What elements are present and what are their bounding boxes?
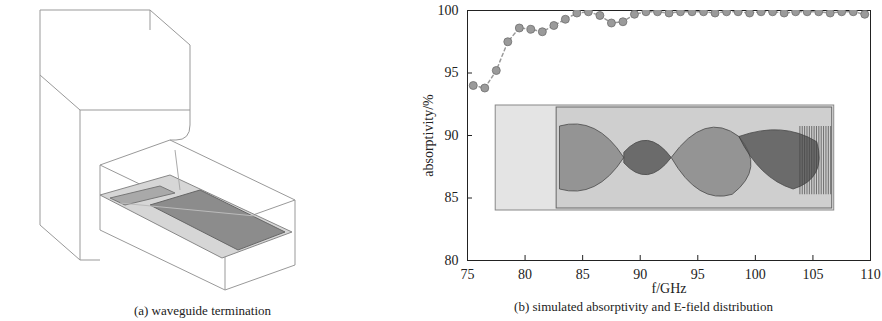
svg-text:80: 80 (518, 267, 532, 282)
svg-text:105: 105 (802, 267, 823, 282)
svg-text:absorptivity/%: absorptivity/% (421, 94, 436, 177)
svg-text:95: 95 (445, 65, 459, 80)
svg-text:95: 95 (691, 267, 705, 282)
svg-text:f/GHz: f/GHz (652, 281, 687, 296)
svg-text:100: 100 (438, 3, 459, 18)
svg-text:100: 100 (745, 267, 766, 282)
svg-text:110: 110 (860, 267, 880, 282)
svg-text:90: 90 (445, 128, 459, 143)
svg-text:85: 85 (576, 267, 590, 282)
svg-text:80: 80 (445, 253, 459, 268)
svg-text:85: 85 (445, 190, 459, 205)
html-text:(a) waveguide termination: (a) waveguide termination (133, 303, 272, 318)
svg-text:90: 90 (633, 267, 647, 282)
html-text:(b) simulated absorptivity and: (b) simulated absorptivity and E-field d… (514, 299, 773, 314)
svg-text:75: 75 (461, 267, 475, 282)
